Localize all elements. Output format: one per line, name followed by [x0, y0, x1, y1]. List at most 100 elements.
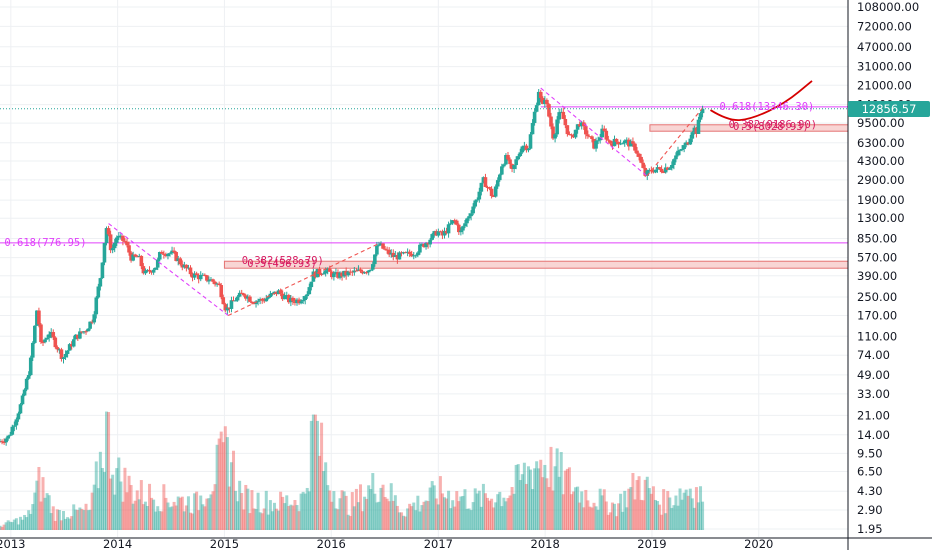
volume-bar — [391, 500, 395, 530]
candle-body — [30, 342, 35, 358]
candle-body — [450, 220, 455, 224]
candle-body — [303, 296, 307, 301]
volume-bar — [43, 497, 47, 530]
candle-body — [571, 134, 576, 138]
volume-bar — [580, 491, 584, 530]
candle-body — [223, 304, 228, 311]
volume-bar — [320, 422, 324, 530]
candle-body — [559, 111, 564, 113]
candle-body — [459, 230, 463, 233]
candle-body — [516, 156, 521, 160]
volume-bar — [12, 519, 16, 530]
volume-bar — [29, 513, 33, 530]
volume-bar — [473, 488, 477, 530]
candle-body — [401, 252, 406, 254]
volume-bar — [332, 491, 336, 530]
candle-body — [618, 143, 623, 145]
volume-bar — [680, 499, 684, 530]
candle-body — [319, 273, 324, 275]
candle-body — [309, 281, 314, 288]
volume-bar — [205, 498, 209, 530]
volume-bar — [55, 509, 59, 530]
volume-bar — [516, 464, 520, 530]
candle-body — [262, 300, 267, 302]
candle-body — [358, 269, 363, 272]
y-tick-label: 170.00 — [857, 308, 897, 322]
candle-body — [366, 270, 371, 273]
volume-bar — [606, 514, 610, 530]
candle-body — [41, 342, 45, 344]
candle-body — [168, 253, 172, 255]
candle-body — [225, 307, 230, 311]
x-tick-label: 2017 — [424, 537, 453, 550]
volume-bar — [348, 516, 352, 530]
candle-body — [336, 272, 340, 278]
candle-body — [26, 375, 31, 379]
volume-bar — [408, 503, 412, 530]
volume-bar — [246, 488, 250, 530]
candle-body — [22, 389, 27, 396]
candle-body — [588, 136, 592, 138]
volume-bar — [184, 505, 188, 530]
volume-bar — [182, 511, 186, 530]
candle-body — [469, 213, 473, 217]
candle-body — [246, 296, 250, 299]
candle-body — [584, 126, 588, 135]
candle-body — [51, 332, 56, 338]
candle-body — [512, 165, 516, 169]
candle-body — [43, 339, 47, 343]
volume-bar — [92, 484, 96, 530]
volume-bar — [102, 472, 106, 530]
candle-body — [82, 331, 86, 333]
candle-body — [205, 275, 209, 281]
volume-bar — [692, 507, 696, 530]
candle-body — [680, 149, 684, 151]
candle-body — [67, 344, 72, 351]
volume-bar — [129, 485, 133, 530]
candle-body — [160, 252, 164, 254]
candle-body — [690, 132, 695, 139]
candle-body — [489, 188, 494, 197]
candle-body — [121, 235, 125, 241]
candle-body — [287, 295, 291, 303]
candle-body — [700, 108, 705, 114]
volume-bar — [201, 504, 205, 530]
volume-bar — [260, 513, 264, 530]
candle-body — [481, 177, 486, 183]
volume-bar — [563, 470, 567, 530]
volume-bar — [227, 486, 231, 530]
candle-body — [237, 292, 242, 297]
volume-bar — [635, 480, 639, 530]
candle-body — [170, 250, 174, 254]
projection-curve — [710, 80, 813, 122]
y-tick-label: 570.00 — [857, 251, 897, 265]
volume-bar — [318, 455, 322, 530]
candle-body — [659, 168, 664, 173]
candle-body — [471, 206, 475, 214]
candle-body — [653, 169, 658, 173]
candle-body — [53, 337, 58, 348]
y-tick-label: 9.50 — [857, 446, 883, 460]
candle-body — [250, 301, 254, 304]
candle-body — [651, 171, 656, 173]
volume-bar — [82, 510, 86, 530]
y-tick-label: 2900.00 — [857, 173, 905, 187]
candle-body — [151, 269, 156, 273]
volume-bar — [631, 472, 635, 530]
volume-bar — [656, 501, 660, 530]
candle-body — [661, 172, 666, 174]
volume-bar — [334, 508, 338, 530]
volume-bar — [596, 509, 600, 530]
candle-body — [602, 128, 607, 131]
candle-body — [665, 167, 670, 170]
fib-level-label: 0.618(776.95) — [4, 237, 86, 249]
candle-body — [395, 255, 400, 260]
candle-body — [18, 404, 23, 414]
volume-bar — [637, 476, 641, 530]
y-tick-label: 33.00 — [857, 387, 890, 401]
volume-bar — [340, 490, 344, 530]
x-tick-label: 2013 — [0, 537, 25, 550]
candle-body — [327, 268, 332, 272]
